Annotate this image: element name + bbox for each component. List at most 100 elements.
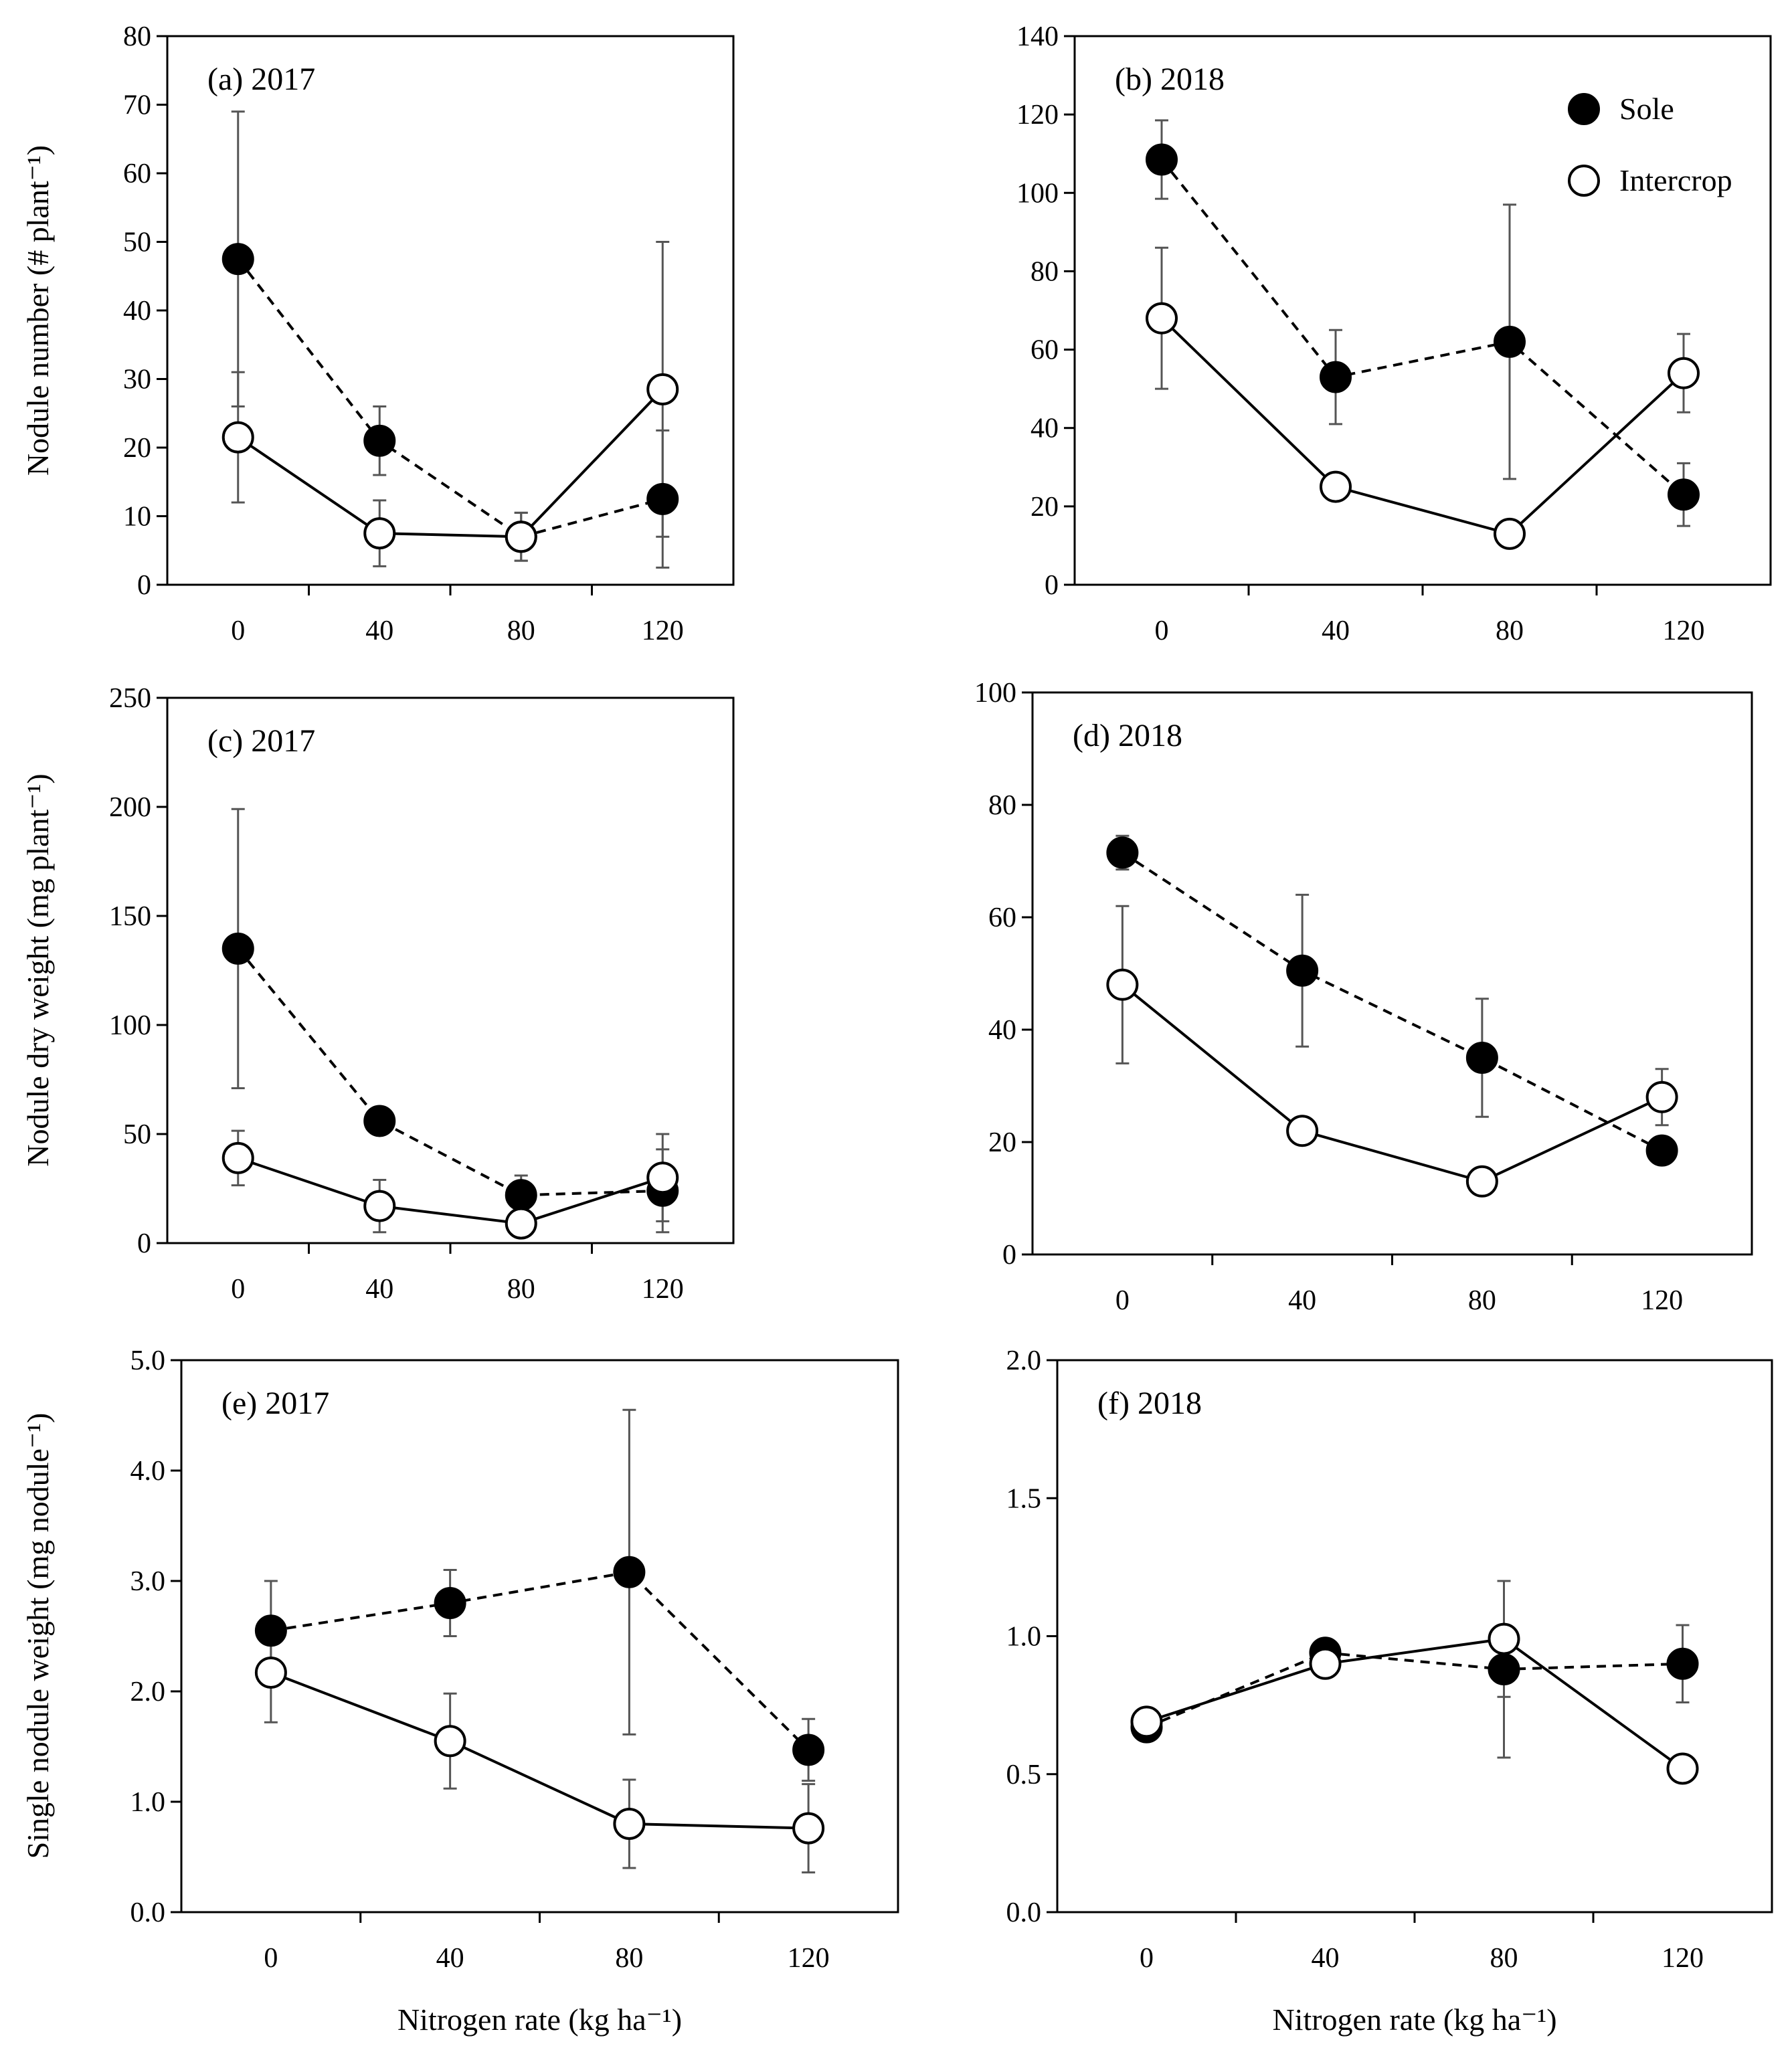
x-tick-label-f: 80 bbox=[1490, 1943, 1518, 1974]
x-tick-label-c: 0 bbox=[231, 1274, 245, 1305]
data-point-sole-e bbox=[434, 1587, 466, 1619]
y-tick-label-d: 0 bbox=[1002, 1240, 1016, 1271]
y-tick-label-e: 3.0 bbox=[130, 1566, 166, 1597]
x-axis-label-f: Nitrogen rate (kg ha⁻¹) bbox=[1272, 2002, 1556, 2037]
y-tick-label-e: 1.0 bbox=[130, 1787, 166, 1818]
data-point-intercrop-a bbox=[646, 373, 679, 405]
y-tick-label-b: 80 bbox=[1031, 256, 1059, 287]
x-tick-label-a: 40 bbox=[365, 616, 393, 646]
data-point-sole-b bbox=[1320, 361, 1352, 393]
x-tick-label-e: 40 bbox=[436, 1943, 464, 1974]
chart-panel-b: 0 20 40 60 80 100 120 140 0 40 80 120 (b) 2018 Sole In… bbox=[1016, 21, 1772, 646]
y-tick-label-b: 100 bbox=[1016, 178, 1059, 209]
x-tick-label-e: 0 bbox=[264, 1943, 278, 1974]
chart-panel-c: 0 50 100 150 200 250 0 40 80 120 (c) 2017 Nodule dr… bbox=[21, 683, 735, 1305]
series-line-intercrop-f bbox=[1146, 1637, 1684, 1770]
data-point-sole-e bbox=[254, 1614, 287, 1647]
data-point-sole-c bbox=[363, 1105, 396, 1137]
data-point-sole-c bbox=[505, 1179, 537, 1212]
y-tick-label-b: 140 bbox=[1016, 21, 1059, 52]
y-tick-label-a: 0 bbox=[137, 570, 151, 601]
y-tick-label-b: 120 bbox=[1016, 100, 1059, 130]
series-line-intercrop-d bbox=[1122, 984, 1663, 1183]
data-point-intercrop-b bbox=[1494, 517, 1526, 550]
data-point-intercrop-e bbox=[792, 1812, 825, 1845]
data-point-sole-f bbox=[1488, 1653, 1520, 1685]
y-tick-label-f: 0.0 bbox=[1006, 1897, 1042, 1928]
data-point-intercrop-d bbox=[1106, 968, 1139, 1001]
chart-panel-a: 0 10 20 30 40 50 60 70 80 0 40 80 120 (a) 2017 Nodule … bbox=[21, 21, 735, 646]
x-tick-label-b: 120 bbox=[1663, 616, 1705, 646]
data-point-sole-f bbox=[1666, 1647, 1699, 1680]
chart-panel-f: 0.0 0.5 1.0 1.5 2.0 0 40 80 120 (f) 2018 Nitrogen … bbox=[1006, 1345, 1773, 2037]
legend-label-intercrop: Intercrop bbox=[1619, 163, 1732, 197]
data-point-intercrop-b bbox=[1668, 357, 1700, 389]
data-point-intercrop-b bbox=[1320, 470, 1352, 503]
y-tick-label-a: 40 bbox=[123, 296, 151, 326]
data-point-intercrop-a bbox=[221, 421, 254, 454]
y-tick-label-d: 100 bbox=[974, 678, 1016, 709]
y-tick-label-a: 20 bbox=[123, 433, 151, 464]
data-point-intercrop-d bbox=[1465, 1165, 1498, 1198]
y-tick-label-c: 0 bbox=[137, 1228, 151, 1259]
legend-marker-sole bbox=[1568, 93, 1600, 125]
data-point-intercrop-a bbox=[505, 521, 537, 553]
data-point-sole-a bbox=[221, 243, 254, 276]
y-axis-label-e: Single nodule weight (mg nodule⁻¹) bbox=[21, 1413, 55, 1859]
data-point-sole-b bbox=[1668, 478, 1700, 511]
x-tick-label-a: 120 bbox=[642, 616, 684, 646]
x-tick-label-d: 120 bbox=[1641, 1285, 1683, 1316]
series-line-intercrop-a bbox=[237, 388, 664, 539]
data-point-sole-d bbox=[1465, 1042, 1498, 1074]
data-point-sole-a bbox=[363, 424, 396, 457]
data-point-intercrop-d bbox=[1286, 1115, 1319, 1147]
panel-title-c: (c) 2017 bbox=[207, 723, 315, 759]
data-point-sole-d bbox=[1106, 836, 1139, 869]
y-tick-label-c: 250 bbox=[109, 683, 151, 714]
legend-marker-intercrop bbox=[1568, 165, 1600, 197]
panel-title-b: (b) 2018 bbox=[1115, 62, 1225, 97]
y-tick-label-c: 50 bbox=[123, 1119, 151, 1150]
panel-title-f: (f) 2018 bbox=[1097, 1386, 1202, 1421]
x-tick-label-b: 80 bbox=[1496, 616, 1524, 646]
data-point-intercrop-b bbox=[1146, 302, 1178, 335]
y-tick-label-b: 0 bbox=[1045, 570, 1059, 601]
y-tick-label-c: 100 bbox=[109, 1010, 151, 1041]
data-point-intercrop-c bbox=[363, 1190, 396, 1222]
data-point-sole-b bbox=[1494, 325, 1526, 358]
x-tick-label-c: 120 bbox=[642, 1274, 684, 1305]
series-line-intercrop-b bbox=[1160, 317, 1685, 536]
y-tick-label-e: 4.0 bbox=[130, 1456, 166, 1487]
y-tick-label-e: 2.0 bbox=[130, 1677, 166, 1707]
series-line-sole-e bbox=[270, 1570, 810, 1751]
y-tick-label-d: 20 bbox=[988, 1127, 1016, 1158]
x-tick-label-e: 80 bbox=[615, 1943, 643, 1974]
y-tick-label-a: 30 bbox=[123, 365, 151, 395]
data-point-intercrop-f bbox=[1130, 1705, 1163, 1738]
chart-panel-d: 0 20 40 60 80 100 0 40 80 120 (d) 2018 bbox=[974, 678, 1753, 1316]
y-tick-label-f: 0.5 bbox=[1006, 1760, 1042, 1790]
y-tick-label-f: 1.0 bbox=[1006, 1622, 1042, 1653]
y-axis-label-a: Nodule number (# plant⁻¹) bbox=[21, 145, 55, 476]
panel-title-a: (a) 2017 bbox=[207, 62, 315, 97]
series-line-sole-a bbox=[237, 258, 663, 539]
data-point-sole-a bbox=[646, 482, 679, 515]
data-point-sole-e bbox=[613, 1556, 646, 1588]
data-point-sole-c bbox=[221, 932, 254, 965]
panel-title-e: (e) 2017 bbox=[221, 1386, 329, 1421]
y-tick-label-a: 70 bbox=[123, 90, 151, 121]
data-point-intercrop-d bbox=[1645, 1081, 1678, 1113]
data-point-intercrop-c bbox=[505, 1207, 537, 1240]
x-tick-label-d: 80 bbox=[1468, 1285, 1496, 1316]
y-tick-label-d: 40 bbox=[988, 1015, 1016, 1046]
y-tick-label-a: 50 bbox=[123, 227, 151, 258]
x-tick-label-a: 80 bbox=[507, 616, 535, 646]
series-line-intercrop-c bbox=[238, 1157, 663, 1225]
y-tick-label-e: 5.0 bbox=[130, 1345, 166, 1376]
x-tick-label-e: 120 bbox=[788, 1943, 830, 1974]
panel-title-d: (d) 2018 bbox=[1073, 718, 1182, 753]
x-tick-label-d: 40 bbox=[1288, 1285, 1316, 1316]
data-point-sole-d bbox=[1286, 954, 1319, 987]
data-point-intercrop-c bbox=[221, 1141, 254, 1174]
